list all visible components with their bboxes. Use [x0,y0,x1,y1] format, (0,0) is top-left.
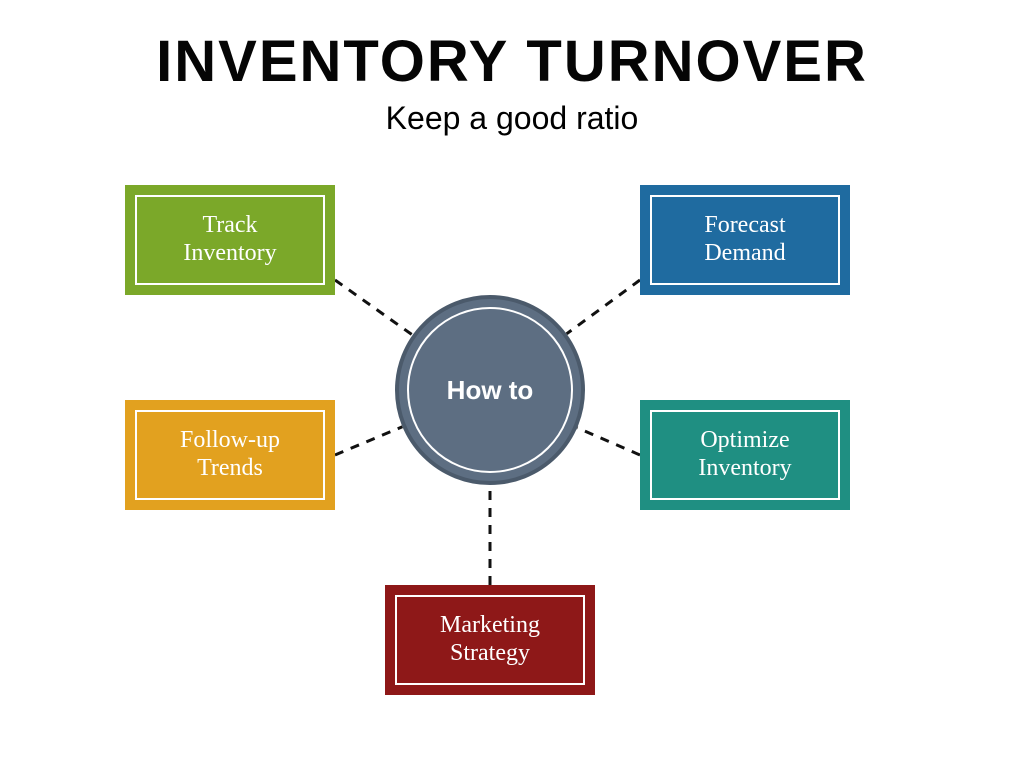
node-marketing-strategy: Marketing Strategy [385,585,595,695]
node-label: Forecast Demand [704,212,785,267]
connector-optimize-inventory [577,428,640,455]
node-track-inventory: Track Inventory [125,185,335,295]
hub-inner-ring [407,307,573,473]
connector-track-inventory [335,280,413,335]
node-label: Optimize Inventory [698,427,791,482]
hub-spoke-diagram: How to Track Inventory Forecast Demand Fol… [0,0,1024,768]
connector-forecast-demand [567,280,640,334]
node-forecast-demand: Forecast Demand [640,185,850,295]
node-label: Marketing Strategy [440,612,540,667]
node-optimize-inventory: Optimize Inventory [640,400,850,510]
node-label: Follow-up Trends [180,427,280,482]
node-follow-up-trends: Follow-up Trends [125,400,335,510]
connector-follow-up-trends [335,427,402,455]
node-label: Track Inventory [183,212,276,267]
hub-circle: How to [395,295,585,485]
